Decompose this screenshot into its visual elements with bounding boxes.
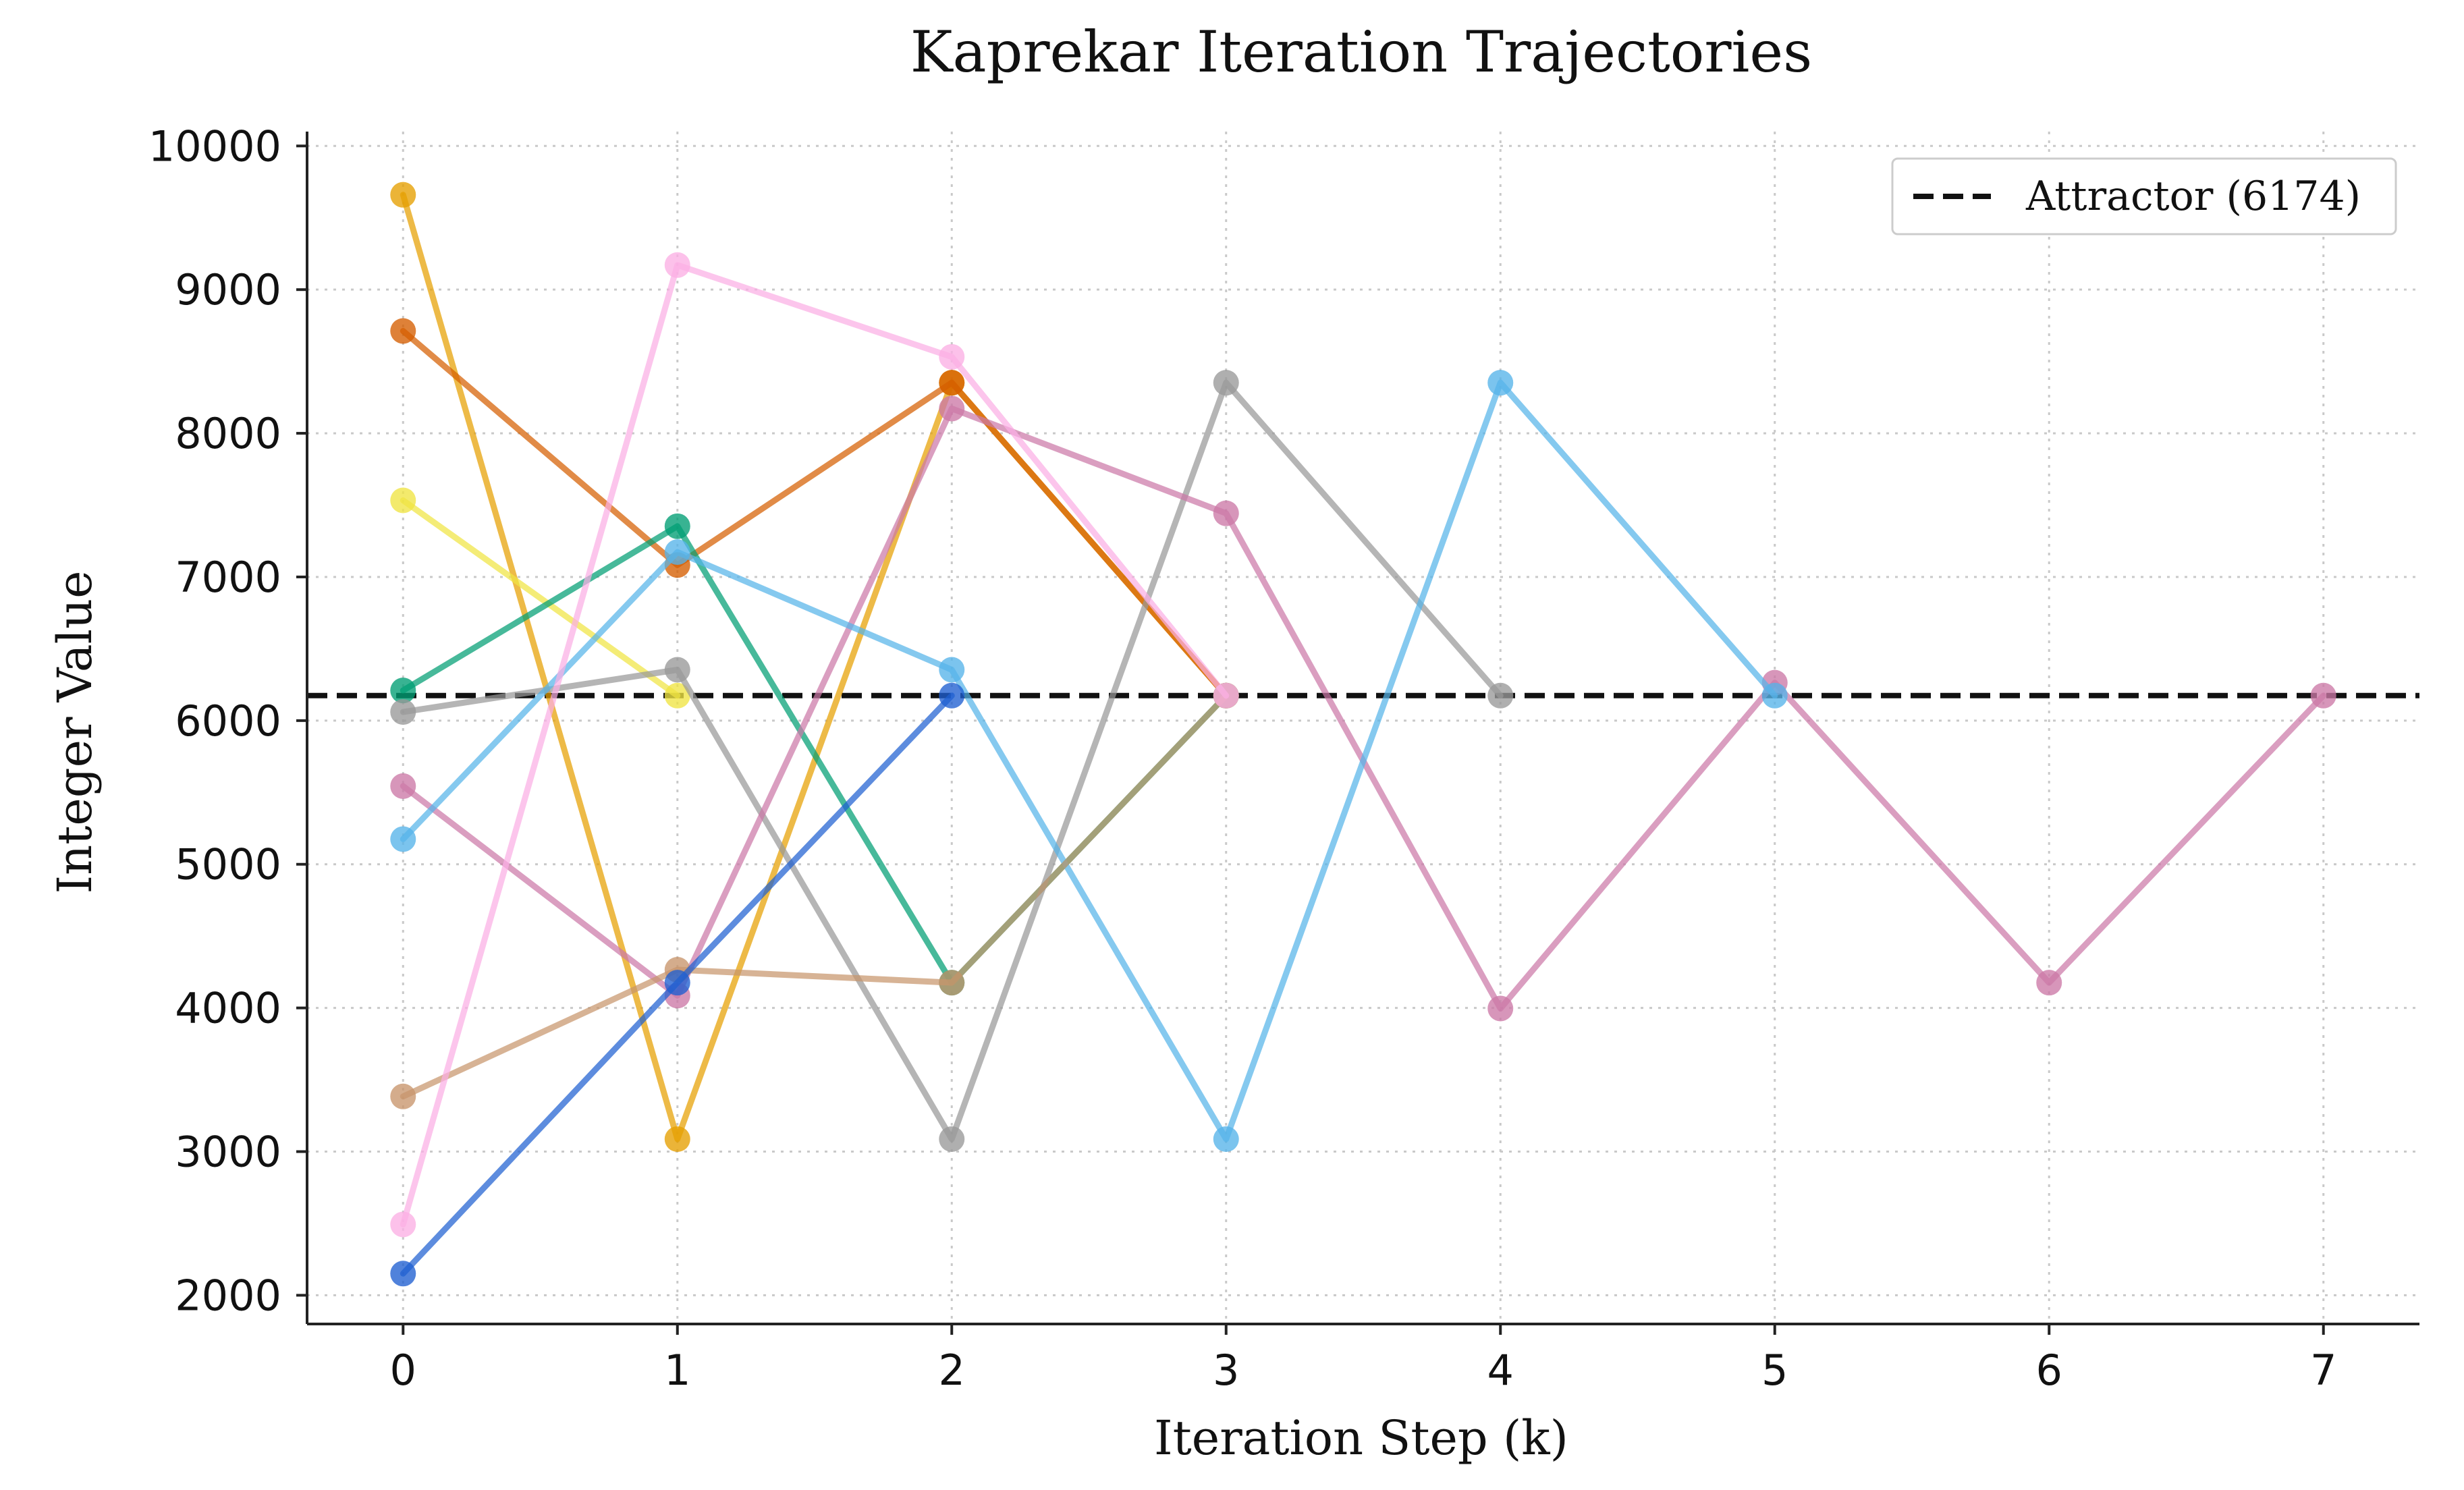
series-layer <box>390 182 2336 1287</box>
data-point-trajectory-b-k2 <box>939 370 965 396</box>
x-tick-label-4: 4 <box>1487 1346 1514 1395</box>
series-line-trajectory-h <box>400 692 1230 1100</box>
x-tick-label-2: 2 <box>939 1346 965 1395</box>
y-tick-label-3000: 3000 <box>175 1128 281 1177</box>
series-trajectory-e <box>390 370 1514 1153</box>
y-tick-label-5000: 5000 <box>175 840 281 889</box>
x-tick-label-6: 6 <box>2036 1346 2062 1395</box>
data-point-trajectory-a-k1 <box>664 1126 690 1153</box>
y-tick-label-9000: 9000 <box>175 265 281 314</box>
series-trajectory-i <box>390 252 1239 1238</box>
data-point-trajectory-e-k4 <box>1487 682 1514 709</box>
series-line-trajectory-c <box>400 497 681 699</box>
series-line-trajectory-f <box>400 405 2327 1012</box>
data-point-trajectory-e-k2 <box>939 1126 965 1153</box>
data-point-trajectory-f-k4 <box>1487 995 1514 1022</box>
legend-box <box>1891 157 2397 236</box>
data-point-trajectory-b-k0 <box>390 318 416 344</box>
series-trajectory-c <box>390 487 690 709</box>
data-point-trajectory-c-k1 <box>664 682 690 709</box>
data-point-trajectory-f-k7 <box>2310 682 2336 709</box>
data-point-trajectory-i-k3 <box>1213 682 1239 709</box>
data-point-trajectory-g-k0 <box>390 826 416 852</box>
data-point-trajectory-c-k0 <box>390 487 416 514</box>
chart-title: Kaprekar Iteration Trajectories <box>910 19 1812 85</box>
data-point-trajectory-j-k0 <box>390 1261 416 1287</box>
series-trajectory-j <box>390 682 965 1287</box>
y-tick-label-4000: 4000 <box>175 984 281 1033</box>
data-point-trajectory-d-k0 <box>390 678 416 704</box>
data-point-trajectory-e-k3 <box>1213 370 1239 396</box>
series-line-trajectory-a <box>400 192 1230 1142</box>
x-tick-label-0: 0 <box>390 1346 416 1395</box>
legend-label-attractor: Attractor (6174) <box>2025 173 2361 220</box>
series-line-trajectory-i <box>400 262 1230 1227</box>
data-point-trajectory-j-k2 <box>939 682 965 709</box>
data-point-trajectory-f-k6 <box>2036 970 2062 996</box>
axes: 0 1 2 3 4 5 6 7 2000 3000 4000 5000 6000 7000 8000 9000… <box>148 121 2419 1395</box>
x-axis-label: Iteration Step (k) <box>1154 1410 1568 1466</box>
y-tick-label-6000: 6000 <box>175 696 281 746</box>
series-line-trajectory-d <box>400 523 1230 986</box>
data-point-trajectory-i-k0 <box>390 1211 416 1238</box>
data-point-trajectory-d-k1 <box>664 513 690 539</box>
data-point-trajectory-f-k3 <box>1213 500 1239 526</box>
data-point-trajectory-j-k1 <box>664 970 690 996</box>
data-point-trajectory-f-k0 <box>390 773 416 799</box>
data-point-trajectory-e-k1 <box>664 657 690 683</box>
x-tick-label-5: 5 <box>1761 1346 1788 1395</box>
series-trajectory-f <box>390 395 2336 1022</box>
series-trajectory-a <box>390 182 1239 1153</box>
data-point-trajectory-a-k0 <box>390 182 416 208</box>
y-tick-label-10000: 10000 <box>148 121 281 171</box>
data-point-trajectory-g-k4 <box>1487 370 1514 396</box>
series-trajectory-b <box>390 318 1239 709</box>
y-tick-label-7000: 7000 <box>175 553 281 602</box>
series-line-trajectory-b <box>400 327 1230 699</box>
data-point-trajectory-g-k3 <box>1213 1126 1239 1153</box>
series-trajectory-h <box>390 682 1239 1109</box>
legend: Attractor (6174) <box>1891 157 2397 236</box>
y-axis-label: Integer Value <box>47 571 103 894</box>
x-tick-label-1: 1 <box>664 1346 690 1395</box>
x-tick-label-3: 3 <box>1213 1346 1239 1395</box>
grid-lines <box>307 132 2419 1324</box>
data-point-trajectory-e-k0 <box>390 699 416 725</box>
data-point-trajectory-f-k2 <box>939 395 965 422</box>
data-point-trajectory-g-k2 <box>939 657 965 683</box>
data-point-trajectory-i-k1 <box>664 252 690 278</box>
data-point-trajectory-h-k2 <box>939 970 965 996</box>
data-point-trajectory-h-k0 <box>390 1083 416 1109</box>
y-tick-label-8000: 8000 <box>175 409 281 458</box>
y-tick-label-2000: 2000 <box>175 1271 281 1320</box>
data-point-trajectory-g-k5 <box>1761 682 1788 709</box>
series-line-trajectory-g <box>400 379 1778 1142</box>
x-tick-label-7: 7 <box>2310 1346 2336 1395</box>
data-point-trajectory-i-k2 <box>939 343 965 370</box>
data-point-trajectory-g-k1 <box>664 539 690 565</box>
series-trajectory-g <box>390 370 1788 1153</box>
